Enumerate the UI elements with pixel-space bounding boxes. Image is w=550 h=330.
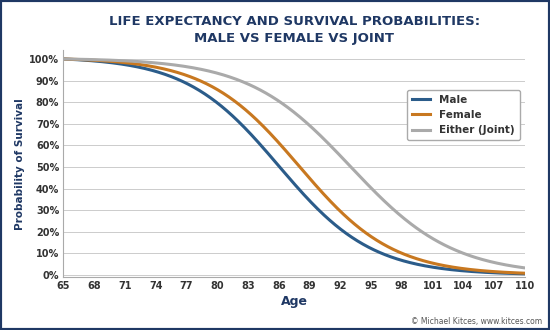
Female <box>335 207 342 211</box>
Y-axis label: Probability of Survival: Probability of Survival <box>15 98 25 230</box>
Either (Joint) <box>510 264 517 268</box>
Male <box>521 272 528 276</box>
Male <box>279 168 286 172</box>
Female <box>438 263 445 267</box>
Either (Joint) <box>335 151 342 155</box>
Male <box>282 172 289 176</box>
Female <box>60 57 67 61</box>
Female <box>510 271 517 275</box>
Either (Joint) <box>60 57 67 61</box>
Either (Joint) <box>438 242 445 246</box>
Female <box>310 180 316 184</box>
Female <box>282 148 289 152</box>
Line: Male: Male <box>63 59 525 274</box>
Line: Female: Female <box>63 59 525 273</box>
Title: LIFE EXPECTANCY AND SURVIVAL PROBABILITIES:
MALE VS FEMALE VS JOINT: LIFE EXPECTANCY AND SURVIVAL PROBABILITI… <box>108 15 480 45</box>
Either (Joint) <box>521 266 528 270</box>
Either (Joint) <box>279 102 286 106</box>
Line: Either (Joint): Either (Joint) <box>63 59 525 268</box>
Female <box>279 145 286 149</box>
Female <box>521 271 528 275</box>
Text: © Michael Kitces, www.kitces.com: © Michael Kitces, www.kitces.com <box>411 317 542 326</box>
X-axis label: Age: Age <box>280 295 307 309</box>
Either (Joint) <box>310 127 316 131</box>
Male <box>335 225 342 229</box>
Legend: Male, Female, Either (Joint): Male, Female, Either (Joint) <box>406 89 520 140</box>
Male <box>60 57 67 61</box>
Either (Joint) <box>282 104 289 108</box>
Male <box>310 202 316 206</box>
Male <box>510 272 517 276</box>
Male <box>438 267 445 271</box>
